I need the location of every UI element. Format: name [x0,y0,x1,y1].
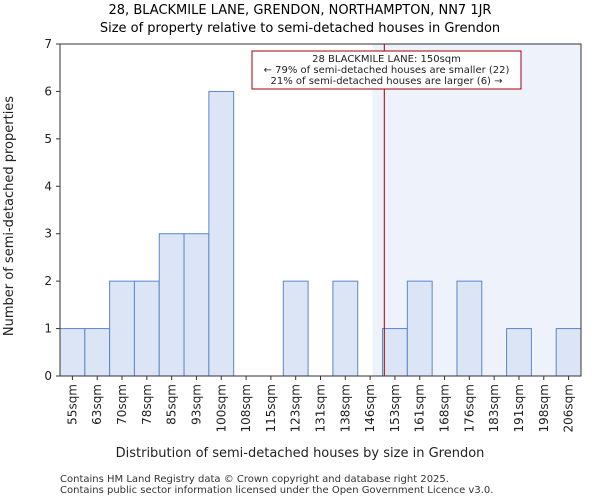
annotation-line-2: ← 79% of semi-detached houses are smalle… [264,65,510,76]
annotation-box [251,50,522,90]
y-tick-label: 2 [44,274,52,288]
y-tick-label: 6 [44,84,52,98]
y-tick-label: 4 [44,179,52,193]
x-tick-label: 168sqm [438,384,452,432]
x-tick-label: 198sqm [537,384,551,432]
bar [456,280,483,377]
x-tick-label: 138sqm [338,384,352,432]
bar [332,280,359,377]
x-tick-label: 70sqm [115,384,129,425]
x-tick-label: 161sqm [413,384,427,432]
x-tick-label: 78sqm [140,384,154,425]
y-tick-label: 1 [44,322,52,336]
x-tick-label: 131sqm [314,384,328,432]
annotation-line-3: 21% of semi-detached houses are larger (… [270,76,502,87]
x-tick-label: 100sqm [214,384,228,432]
bar [555,328,582,377]
bar [208,90,235,377]
y-tick-label: 0 [44,369,52,383]
chart-title: 28, BLACKMILE LANE, GRENDON, NORTHAMPTON… [109,3,492,18]
x-tick-label: 153sqm [388,384,402,432]
x-tick-label: 85sqm [165,384,179,425]
bar [506,328,532,377]
bar [282,280,309,377]
x-tick-label: 123sqm [289,384,303,432]
footer-copyright: Contains HM Land Registry data © Crown c… [60,474,449,485]
x-tick-label: 146sqm [363,384,377,432]
y-axis-label: Number of semi-detached properties [2,96,17,336]
y-tick-label: 5 [44,132,52,146]
y-tick-label: 7 [44,37,52,51]
x-tick-label: 191sqm [512,384,526,432]
x-tick-label: 115sqm [264,384,278,432]
x-tick-label: 176sqm [462,384,476,432]
bar [59,328,86,377]
x-tick-label: 55sqm [65,384,79,425]
bar [183,233,210,377]
bar [133,280,160,377]
y-tick-label: 3 [44,227,52,241]
x-tick-label: 108sqm [239,384,253,432]
bar [158,233,185,377]
bar [109,280,135,377]
x-tick-label: 63sqm [90,384,104,425]
bar [406,280,433,377]
x-tick-label: 93sqm [189,384,203,425]
chart-subtitle: Size of property relative to semi-detach… [100,21,500,36]
annotation-line-1: 28 BLACKMILE LANE: 150sqm [312,54,461,65]
footer-licence: Contains public sector information licen… [60,485,494,496]
bar [84,328,111,377]
bar [382,328,408,377]
x-axis-label: Distribution of semi-detached houses by … [116,446,485,461]
x-tick-label: 206sqm [562,384,576,432]
x-tick-label: 183sqm [487,384,501,432]
